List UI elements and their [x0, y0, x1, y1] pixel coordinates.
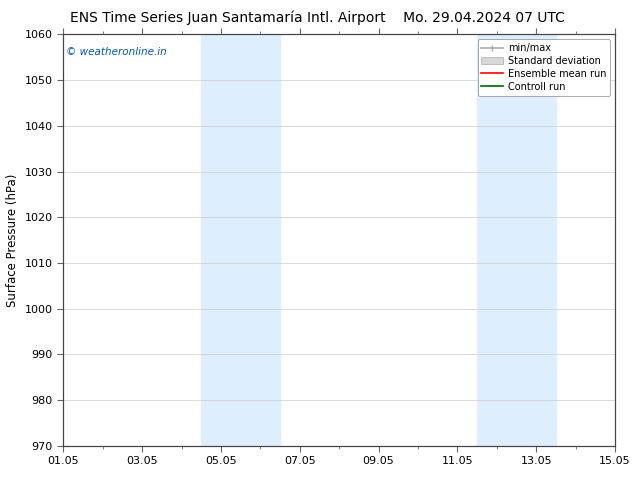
- Bar: [477, 34, 556, 446]
- Bar: [202, 34, 280, 446]
- Text: ENS Time Series Juan Santamaría Intl. Airport    Mo. 29.04.2024 07 UTC: ENS Time Series Juan Santamaría Intl. Ai…: [70, 11, 564, 25]
- Y-axis label: Surface Pressure (hPa): Surface Pressure (hPa): [6, 173, 19, 307]
- Text: © weatheronline.in: © weatheronline.in: [66, 47, 167, 57]
- Legend: min/max, Standard deviation, Ensemble mean run, Controll run: min/max, Standard deviation, Ensemble me…: [477, 39, 610, 96]
